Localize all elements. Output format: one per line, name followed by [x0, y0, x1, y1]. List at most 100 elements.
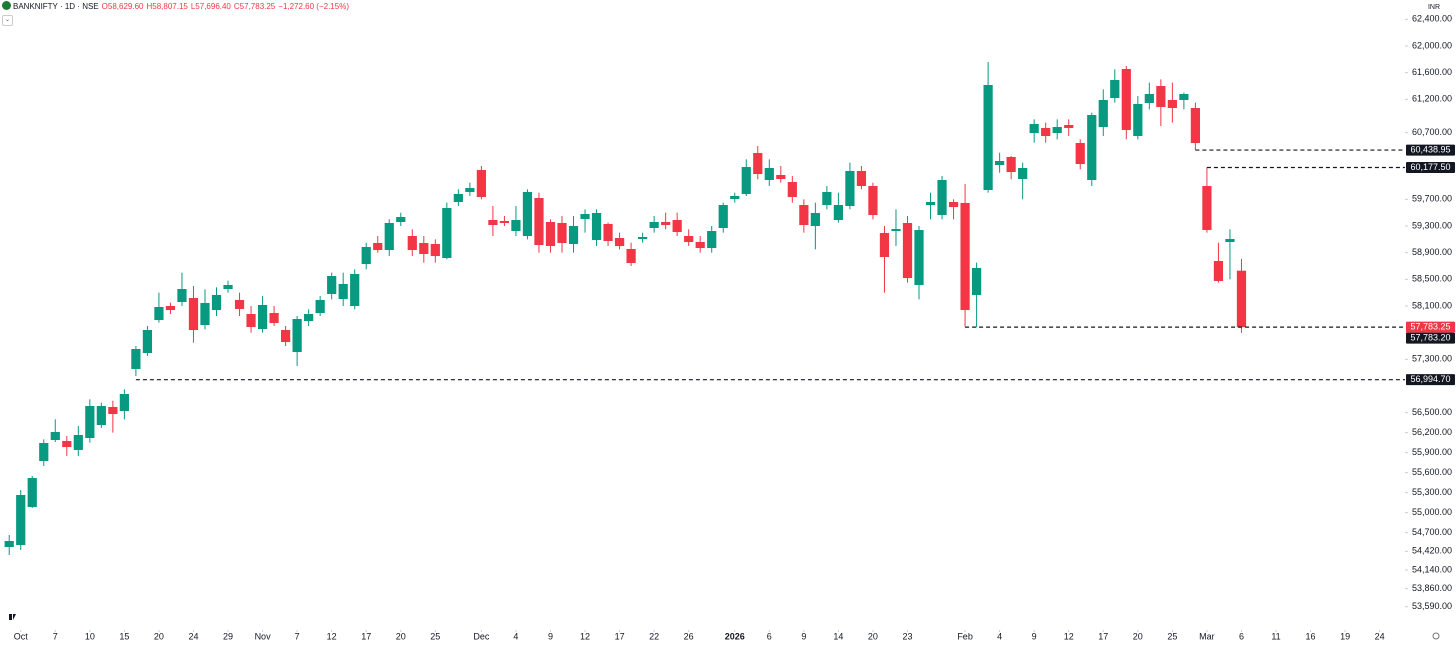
candle-body: [338, 284, 348, 299]
y-tick-label: 55,900.00: [1412, 447, 1452, 457]
x-tick-label: 6: [1239, 631, 1244, 641]
price-tag: [1406, 162, 1455, 173]
candle-body: [304, 314, 314, 321]
candle-body: [948, 202, 959, 207]
candle-body: [626, 249, 636, 263]
candle-body: [131, 349, 141, 369]
candle-body: [1179, 94, 1189, 100]
candle-body: [1236, 270, 1247, 328]
x-tick-label: 6: [767, 631, 772, 641]
candle-body: [1144, 94, 1154, 103]
y-tick-label: 56,500.00: [1412, 407, 1452, 417]
x-tick-label: Nov: [255, 631, 272, 641]
x-tick-label: 9: [1032, 631, 1037, 641]
candle-body: [211, 295, 222, 310]
x-tick-label: Mar: [1199, 631, 1215, 641]
price-tag: [1406, 321, 1455, 333]
candle-body: [741, 167, 751, 194]
x-tick-label: 23: [902, 631, 912, 641]
y-tick-label: 62,400.00: [1412, 14, 1452, 24]
candle-body: [465, 188, 475, 192]
candle-body: [27, 478, 37, 507]
settings-icon[interactable]: [1432, 632, 1440, 640]
candle-body: [845, 171, 855, 206]
price-tag-label: 60,438.95: [1410, 144, 1450, 154]
candle-body: [73, 435, 83, 450]
candle-body: [85, 406, 95, 438]
candle-body: [799, 205, 809, 225]
candle-body: [499, 221, 510, 223]
price-tag: [1406, 374, 1455, 386]
candle-body: [154, 307, 164, 320]
x-tick-label: 20: [868, 631, 878, 641]
candle-body: [165, 306, 176, 310]
x-tick-label: 2026: [725, 631, 745, 641]
x-tick-label: 10: [85, 631, 95, 641]
symbol-icon: [2, 1, 11, 10]
ohlc-value: O58,629.60: [101, 2, 144, 11]
y-tick-label: 58,500.00: [1412, 274, 1452, 284]
candle-body: [16, 495, 26, 545]
candle-body: [223, 285, 233, 289]
candle-body: [62, 441, 72, 447]
y-tick-label: 53,860.00: [1412, 583, 1452, 593]
candle-body: [119, 394, 129, 411]
candle-body: [373, 243, 383, 250]
candle-body: [188, 298, 199, 330]
x-tick-label: 4: [997, 631, 1002, 641]
candle-body: [257, 305, 268, 329]
candle-body: [753, 153, 763, 174]
ohlc-value: L57,696.40: [190, 2, 231, 11]
candle-body: [1156, 86, 1166, 107]
x-tick-label: 22: [649, 631, 659, 641]
symbol-title[interactable]: BANKNIFTY · 1D · NSE: [13, 2, 99, 11]
price-tag-label: 57,783.25: [1410, 321, 1450, 331]
x-tick-label: 12: [1064, 631, 1074, 641]
candle-body: [856, 171, 867, 186]
y-tick-label: 54,420.00: [1412, 546, 1452, 556]
candle-body: [684, 236, 694, 242]
candle-body: [442, 208, 452, 258]
ohlc-values: O58,629.60 H58,807.15 L57,696.40 C57,783.25…: [99, 2, 349, 11]
tv-logo[interactable]: [4, 614, 16, 620]
candle-body: [453, 194, 463, 202]
candle-body: [591, 213, 602, 240]
y-tick-label: 58,100.00: [1412, 300, 1452, 310]
collapse-button[interactable]: ⌄: [2, 15, 13, 26]
x-tick-label: 12: [327, 631, 337, 641]
x-tick-label: 20: [154, 631, 164, 641]
candle-body: [822, 192, 832, 205]
candle-body: [787, 182, 797, 197]
candle-body: [96, 406, 106, 425]
x-tick-label: 4: [513, 631, 518, 641]
candle-body: [246, 314, 256, 327]
candle-body: [580, 214, 590, 219]
x-tick-label: 19: [1340, 631, 1350, 641]
candle-body: [327, 276, 337, 294]
candle-body: [661, 222, 671, 225]
y-tick-label: 59,700.00: [1412, 194, 1452, 204]
candle-body: [1202, 186, 1212, 230]
candle-body: [522, 192, 533, 236]
candle-body: [419, 243, 429, 254]
candle-body: [1075, 143, 1085, 164]
y-tick-label: 61,600.00: [1412, 67, 1452, 77]
candle-body: [1052, 127, 1062, 133]
candle-body: [1213, 261, 1224, 281]
candle-body: [177, 289, 187, 302]
x-tick-label: 9: [548, 631, 553, 641]
candle-body: [891, 229, 901, 231]
candle-body: [407, 236, 417, 250]
candle-body: [960, 203, 970, 310]
candle-body: [200, 303, 210, 325]
y-tick-label: 62,000.00: [1412, 40, 1452, 50]
x-tick-label: 24: [1375, 631, 1385, 641]
x-tick-label: 20: [1133, 631, 1143, 641]
price-tag-label: 56,994.70: [1410, 374, 1450, 384]
y-tick-label: 58,900.00: [1412, 247, 1452, 257]
candle-body: [568, 226, 579, 244]
candle-body: [672, 220, 682, 232]
x-tick-label: 11: [1271, 631, 1280, 641]
